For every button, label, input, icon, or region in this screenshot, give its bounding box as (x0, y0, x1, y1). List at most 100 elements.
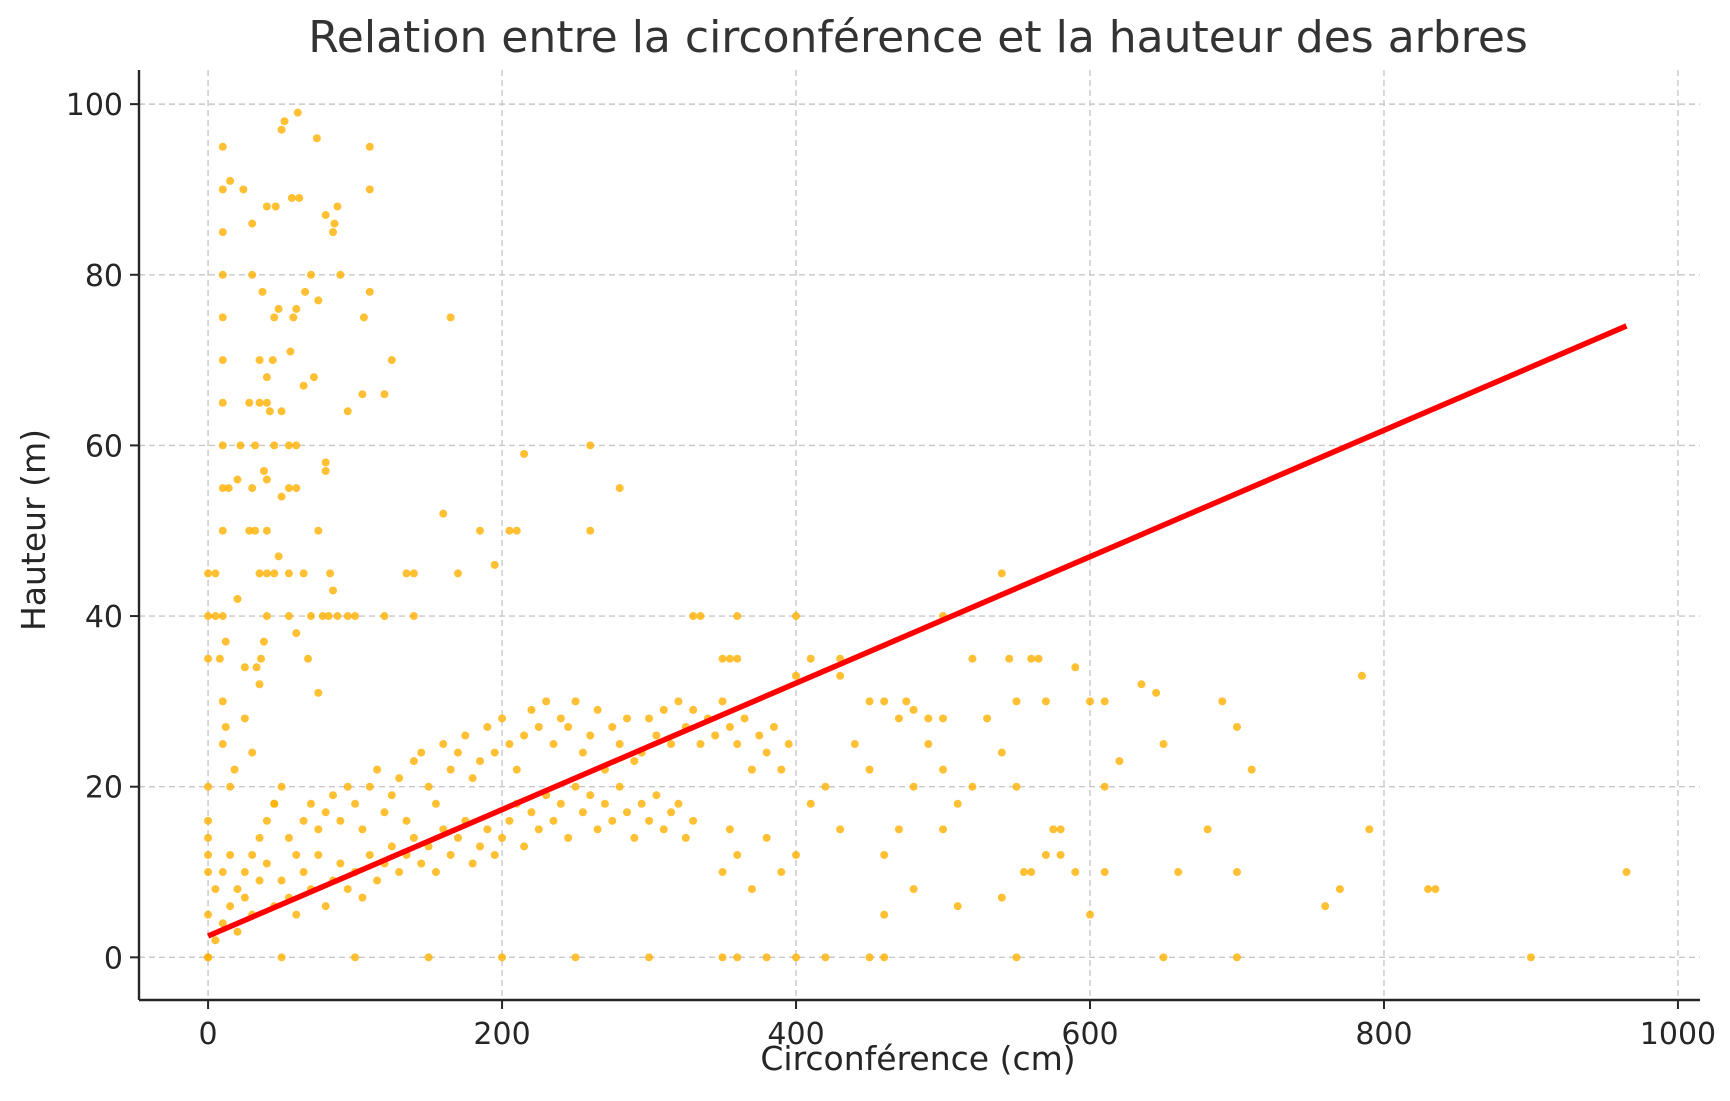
data-point (321, 211, 330, 220)
data-point (226, 782, 235, 791)
data-point (747, 885, 756, 894)
data-point (351, 799, 360, 808)
data-point (255, 833, 264, 842)
data-point (248, 748, 257, 757)
data-point (968, 654, 977, 663)
data-point (762, 953, 771, 962)
data-point (295, 193, 304, 202)
data-point (733, 850, 742, 859)
data-point (270, 569, 279, 578)
data-point (1071, 663, 1080, 672)
data-point (505, 816, 514, 825)
data-point (299, 816, 308, 825)
data-point (453, 833, 462, 842)
data-point (1100, 697, 1109, 706)
data-point (240, 893, 249, 902)
data-point (240, 663, 249, 672)
data-point (865, 697, 874, 706)
data-point (733, 654, 742, 663)
data-point (277, 953, 286, 962)
data-point (380, 390, 389, 399)
data-point (1071, 868, 1080, 877)
data-point (240, 868, 249, 877)
data-point (314, 688, 323, 697)
data-point (262, 398, 271, 407)
data-point (968, 782, 977, 791)
data-point (343, 782, 352, 791)
data-point (329, 228, 338, 237)
data-point (218, 270, 227, 279)
data-point (277, 876, 286, 885)
data-point (593, 705, 602, 714)
data-point (277, 492, 286, 501)
data-point (336, 816, 345, 825)
data-point (248, 270, 257, 279)
data-point (1159, 740, 1168, 749)
data-point (997, 748, 1006, 757)
data-point (593, 825, 602, 834)
data-point (395, 774, 404, 783)
data-point (359, 313, 368, 322)
data-point (204, 569, 213, 578)
data-point (564, 722, 573, 731)
data-point (321, 902, 330, 911)
data-point (233, 594, 242, 603)
data-point (806, 654, 815, 663)
data-point (718, 868, 727, 877)
data-point (365, 782, 374, 791)
data-point (527, 705, 536, 714)
data-point (358, 825, 367, 834)
data-point (740, 714, 749, 723)
data-point (725, 654, 734, 663)
data-point (299, 381, 308, 390)
data-point (409, 569, 418, 578)
data-point (1056, 850, 1065, 859)
data-point (1232, 953, 1241, 962)
data-point (380, 808, 389, 817)
data-point (894, 825, 903, 834)
data-point (564, 833, 573, 842)
chart-title: Relation entre la circonférence et la ha… (308, 12, 1528, 63)
data-point (343, 612, 352, 621)
data-point (255, 569, 264, 578)
data-point (299, 868, 308, 877)
data-point (233, 885, 242, 894)
data-point (329, 586, 338, 595)
data-point (505, 740, 514, 749)
data-point (1232, 722, 1241, 731)
data-point (608, 722, 617, 731)
data-point (1159, 953, 1168, 962)
data-point (258, 287, 267, 296)
data-point (318, 612, 327, 621)
data-point (520, 842, 529, 851)
data-point (218, 484, 227, 493)
data-point (259, 467, 268, 476)
data-point (865, 765, 874, 774)
data-point (483, 825, 492, 834)
data-point (365, 287, 374, 296)
data-point (215, 654, 224, 663)
data-point (615, 782, 624, 791)
data-point (1005, 654, 1014, 663)
grid (139, 70, 1700, 1000)
data-point (556, 799, 565, 808)
data-point (1431, 885, 1440, 894)
data-point (358, 893, 367, 902)
data-point (256, 654, 265, 663)
data-point (997, 569, 1006, 578)
data-point (696, 612, 705, 621)
data-point (1027, 654, 1036, 663)
data-point (498, 953, 507, 962)
data-point (333, 202, 342, 211)
data-point (274, 552, 283, 561)
scatter-points (204, 108, 1631, 962)
data-point (373, 876, 382, 885)
data-point (204, 850, 213, 859)
data-point (330, 219, 339, 228)
data-point (498, 714, 507, 723)
data-point (218, 612, 227, 621)
data-point (204, 782, 213, 791)
data-point (268, 356, 277, 365)
data-point (446, 313, 455, 322)
data-point (299, 569, 308, 578)
